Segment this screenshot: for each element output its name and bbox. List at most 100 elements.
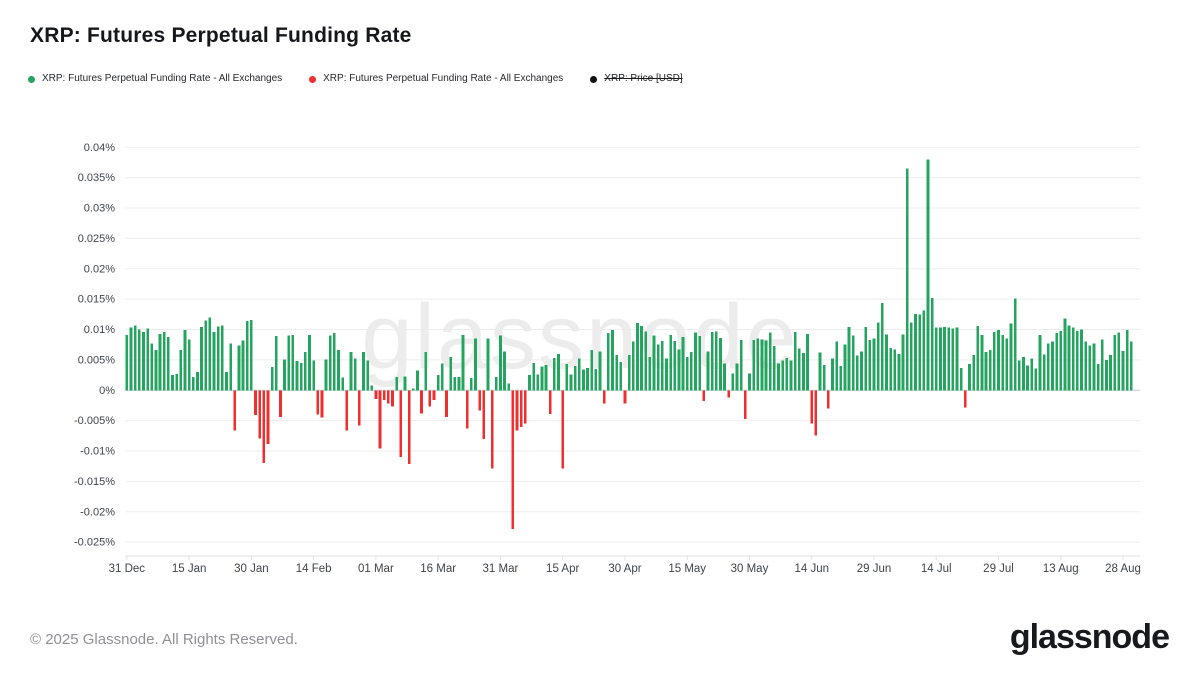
bar (125, 335, 129, 391)
bar (1117, 332, 1121, 391)
bar (532, 362, 535, 391)
y-tick-label: 0.025% (78, 233, 116, 245)
x-tick-label: 30 Apr (608, 563, 641, 575)
legend-item-3[interactable]: XRP: Price [USD] (590, 74, 683, 84)
bar (1017, 360, 1021, 391)
bar (432, 390, 436, 401)
bar (901, 334, 905, 391)
bar (777, 363, 780, 391)
bar (295, 361, 299, 391)
bar (893, 349, 897, 391)
bar (785, 358, 789, 391)
bar (362, 352, 365, 391)
bar (918, 314, 921, 391)
bar (440, 363, 444, 391)
x-tick-label: 14 Feb (296, 563, 332, 575)
y-tick-label: -0.025% (74, 537, 115, 549)
bar (507, 383, 511, 391)
bar (225, 372, 228, 391)
bar (461, 335, 465, 391)
bar (436, 375, 440, 391)
bar (731, 373, 735, 391)
bar (287, 335, 291, 391)
y-tick-label: -0.005% (74, 415, 115, 427)
bar (536, 374, 540, 391)
bar (191, 376, 195, 391)
bar (262, 390, 266, 464)
bar (482, 390, 486, 439)
bar (283, 359, 286, 391)
bar (793, 331, 797, 391)
bar (424, 352, 428, 391)
bar (573, 366, 577, 391)
bar (337, 350, 340, 391)
bar (851, 335, 855, 391)
bar (611, 330, 614, 391)
bar (839, 366, 843, 391)
bar (1034, 368, 1038, 391)
bar (939, 327, 942, 391)
x-axis-ticks (126, 556, 1124, 560)
bar (810, 390, 814, 424)
bar (905, 168, 909, 391)
bar (378, 390, 382, 449)
bar (860, 351, 863, 391)
legend-item-2[interactable]: XRP: Futures Perpetual Funding Rate - Al… (309, 74, 563, 84)
bar (768, 332, 772, 391)
bar (179, 350, 183, 391)
x-tick-label: 29 Jun (857, 563, 892, 575)
bar (743, 390, 747, 419)
bar (1080, 329, 1083, 391)
bar (1071, 327, 1075, 391)
bar (702, 390, 706, 402)
bar (1042, 354, 1046, 391)
bar (158, 333, 162, 391)
bar (872, 338, 876, 391)
bar (171, 375, 174, 391)
legend-item-label: XRP: Futures Perpetual Funding Rate - Al… (323, 73, 564, 84)
bar (233, 390, 237, 431)
bar (756, 338, 760, 391)
bar (183, 330, 187, 391)
bar (752, 339, 755, 391)
bar (623, 390, 627, 404)
bar (880, 302, 884, 391)
bar (988, 350, 992, 391)
bar (719, 338, 722, 391)
bar (856, 355, 859, 391)
bar (557, 353, 560, 391)
bar (1051, 341, 1054, 391)
bar (474, 338, 477, 391)
funding-rate-bars (125, 159, 1133, 529)
legend-item-1[interactable]: XRP: Futures Perpetual Funding Rate - Al… (28, 74, 282, 84)
legend-dot-icon (309, 75, 317, 83)
bar (129, 327, 133, 391)
bar (1067, 325, 1071, 391)
y-tick-label: 0% (99, 385, 115, 397)
bar (142, 331, 145, 391)
bar (590, 350, 594, 391)
bar (245, 321, 249, 391)
y-tick-label: -0.01% (80, 446, 115, 458)
bar (1009, 323, 1013, 391)
bar (586, 367, 589, 391)
bar (656, 344, 660, 391)
bar (694, 332, 697, 391)
bar (349, 352, 353, 391)
y-tick-label: 0.01% (84, 324, 115, 336)
bar (660, 341, 664, 391)
x-tick-label: 01 Mar (358, 563, 394, 575)
bar (241, 340, 245, 391)
bar (519, 390, 523, 427)
bar (710, 331, 714, 391)
bar (457, 376, 461, 391)
bar (1125, 330, 1129, 391)
bar (494, 376, 498, 391)
bar (399, 390, 403, 458)
bar (739, 339, 743, 391)
bar (698, 336, 702, 391)
bar (553, 358, 556, 391)
bar (229, 343, 232, 391)
bar (602, 390, 606, 404)
